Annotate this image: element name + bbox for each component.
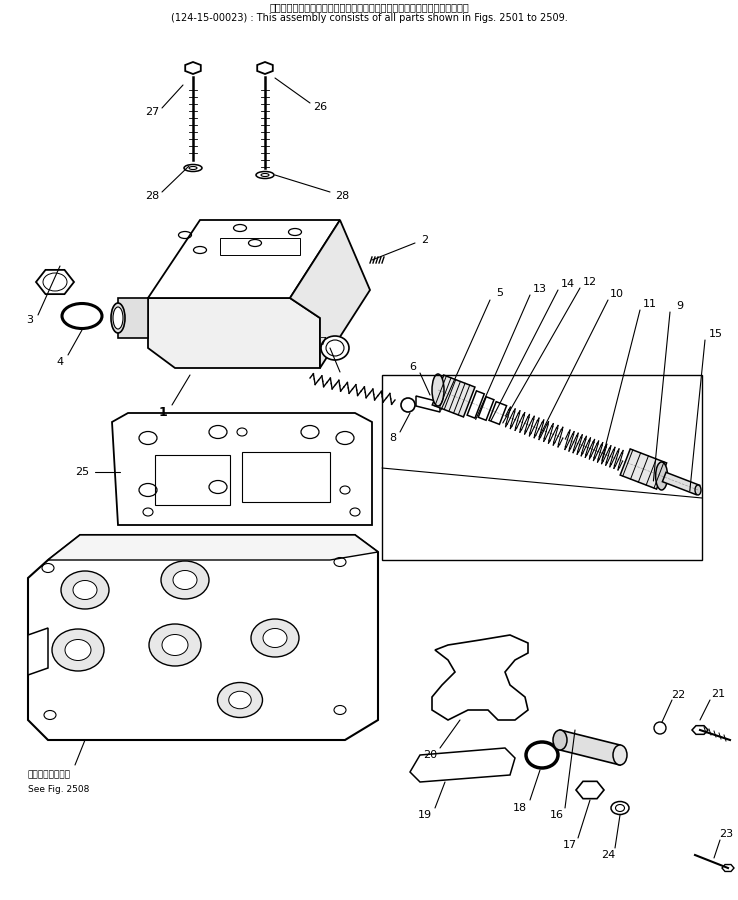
Ellipse shape bbox=[61, 571, 109, 609]
Ellipse shape bbox=[73, 580, 97, 599]
Text: 2: 2 bbox=[421, 235, 429, 245]
Polygon shape bbox=[692, 725, 708, 734]
Circle shape bbox=[401, 398, 415, 412]
Text: 14: 14 bbox=[561, 279, 575, 289]
Polygon shape bbox=[410, 748, 515, 782]
Ellipse shape bbox=[184, 165, 202, 172]
Polygon shape bbox=[489, 401, 506, 424]
Text: 20: 20 bbox=[423, 750, 437, 760]
Text: 16: 16 bbox=[550, 810, 564, 820]
Polygon shape bbox=[148, 220, 340, 298]
Polygon shape bbox=[258, 62, 273, 74]
Text: 8: 8 bbox=[390, 433, 396, 443]
Text: 17: 17 bbox=[563, 840, 577, 850]
Text: 6: 6 bbox=[410, 362, 416, 372]
Ellipse shape bbox=[229, 691, 251, 709]
Text: このアセンブリの構成部品は第２５０１図から第２５０９図まで含みます．: このアセンブリの構成部品は第２５０１図から第２５０９図まで含みます． bbox=[269, 2, 469, 12]
Ellipse shape bbox=[111, 303, 125, 333]
Text: 21: 21 bbox=[711, 689, 725, 699]
Bar bbox=[382, 375, 702, 560]
Text: 28: 28 bbox=[145, 191, 159, 201]
Polygon shape bbox=[432, 375, 475, 417]
Text: 9: 9 bbox=[677, 301, 683, 311]
Text: 3: 3 bbox=[27, 315, 33, 325]
Polygon shape bbox=[118, 298, 148, 338]
Text: 10: 10 bbox=[610, 289, 624, 299]
Text: 1: 1 bbox=[159, 406, 168, 419]
Ellipse shape bbox=[161, 561, 209, 599]
Ellipse shape bbox=[321, 336, 349, 360]
Text: 22: 22 bbox=[671, 690, 685, 700]
Text: 11: 11 bbox=[643, 299, 657, 309]
Text: 18: 18 bbox=[513, 803, 527, 813]
Polygon shape bbox=[112, 413, 372, 525]
Text: 第２５０８図参照: 第２５０８図参照 bbox=[28, 770, 71, 779]
Polygon shape bbox=[28, 535, 378, 740]
Polygon shape bbox=[416, 396, 440, 412]
Text: 26: 26 bbox=[313, 102, 327, 112]
Text: 28: 28 bbox=[335, 191, 349, 201]
Ellipse shape bbox=[553, 730, 567, 750]
Ellipse shape bbox=[251, 619, 299, 657]
Polygon shape bbox=[36, 270, 74, 294]
Text: 15: 15 bbox=[709, 329, 723, 339]
Text: 12: 12 bbox=[583, 277, 597, 287]
Polygon shape bbox=[28, 628, 48, 675]
Text: See Fig. 2508: See Fig. 2508 bbox=[28, 786, 89, 795]
Ellipse shape bbox=[173, 571, 197, 590]
Polygon shape bbox=[467, 391, 484, 419]
Ellipse shape bbox=[65, 640, 91, 661]
Polygon shape bbox=[290, 220, 370, 368]
Text: 7: 7 bbox=[320, 337, 326, 347]
Text: 13: 13 bbox=[533, 284, 547, 294]
Text: 5: 5 bbox=[497, 288, 503, 298]
Polygon shape bbox=[478, 397, 494, 420]
Ellipse shape bbox=[113, 307, 123, 329]
Polygon shape bbox=[48, 535, 378, 560]
Circle shape bbox=[654, 722, 666, 734]
Ellipse shape bbox=[655, 462, 668, 490]
Ellipse shape bbox=[218, 682, 263, 717]
Polygon shape bbox=[148, 298, 320, 368]
Polygon shape bbox=[722, 865, 734, 871]
Ellipse shape bbox=[162, 634, 188, 655]
Polygon shape bbox=[432, 635, 528, 720]
Ellipse shape bbox=[263, 628, 287, 647]
Polygon shape bbox=[576, 781, 604, 798]
Ellipse shape bbox=[149, 624, 201, 666]
Text: 27: 27 bbox=[145, 107, 159, 117]
Text: 19: 19 bbox=[418, 810, 432, 820]
Ellipse shape bbox=[432, 374, 444, 406]
Ellipse shape bbox=[52, 629, 104, 671]
Text: (124-15-00023) : This assembly consists of all parts shown in Figs. 2501 to 2509: (124-15-00023) : This assembly consists … bbox=[170, 13, 568, 23]
Text: 25: 25 bbox=[75, 467, 89, 477]
Polygon shape bbox=[185, 62, 201, 74]
Ellipse shape bbox=[256, 172, 274, 178]
Ellipse shape bbox=[613, 745, 627, 765]
Text: 4: 4 bbox=[56, 357, 63, 367]
Ellipse shape bbox=[326, 340, 344, 356]
Polygon shape bbox=[620, 449, 666, 489]
Polygon shape bbox=[560, 730, 620, 765]
Ellipse shape bbox=[611, 802, 629, 814]
Text: 23: 23 bbox=[719, 829, 733, 839]
Polygon shape bbox=[663, 472, 700, 495]
Ellipse shape bbox=[695, 485, 701, 495]
Text: 24: 24 bbox=[601, 850, 615, 860]
